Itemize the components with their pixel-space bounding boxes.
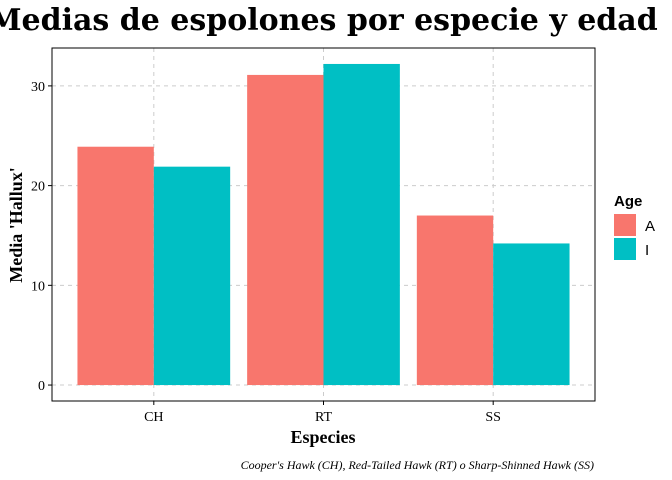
x-axis-title: Especies <box>291 427 356 447</box>
axis-ticks: 0 10 20 30 CH RT SS <box>31 80 501 425</box>
bar-rt-a <box>247 74 324 386</box>
legend-swatch-a <box>614 214 636 236</box>
y-tick-label: 10 <box>31 279 45 294</box>
legend-swatch-i <box>614 238 636 260</box>
bar-rt-i <box>323 63 400 386</box>
bar-ss-a <box>416 215 494 386</box>
y-tick-label: 0 <box>38 379 45 394</box>
chart-title: Medias de espolones por especie y edad <box>0 3 658 38</box>
y-tick-label: 30 <box>31 80 45 95</box>
chart-caption: Cooper's Hawk (CH), Red-Tailed Hawk (RT)… <box>241 458 594 472</box>
legend: Age AI <box>614 193 655 260</box>
bar-ch-i <box>153 166 231 386</box>
y-axis-title: Media 'Hallux' <box>6 167 26 283</box>
bar-ch-a <box>77 146 154 386</box>
legend-label-i: I <box>645 242 649 259</box>
bars <box>77 63 570 386</box>
bar-ss-i <box>493 243 570 386</box>
x-tick-label: CH <box>144 410 163 425</box>
legend-title: Age <box>614 193 642 210</box>
y-tick-label: 20 <box>31 180 45 195</box>
x-tick-label: RT <box>315 410 332 425</box>
legend-label-a: A <box>645 218 655 235</box>
x-tick-label: SS <box>485 410 501 425</box>
